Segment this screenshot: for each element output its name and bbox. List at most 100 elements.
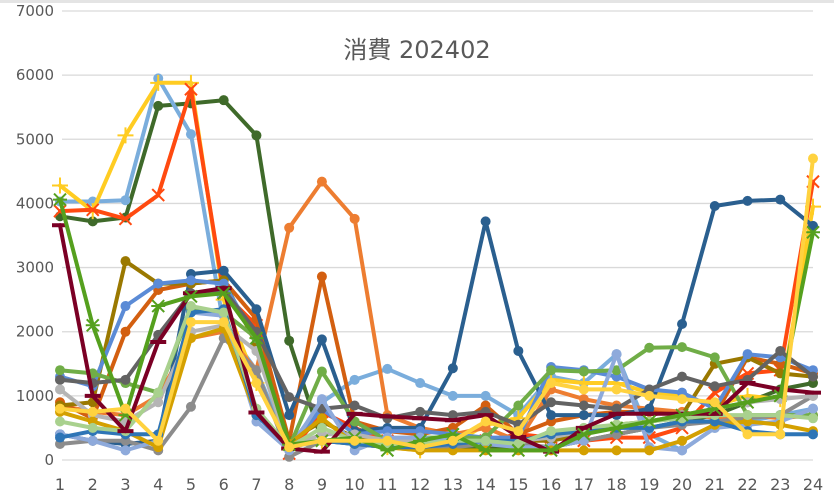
x-tick-label: 23 [770,475,790,494]
data-point [480,390,491,401]
data-point [251,304,262,315]
data-point [677,319,688,330]
x-tick-label: 18 [606,475,626,494]
data-point [87,406,98,417]
chart-title: 消費 202402 [343,36,491,64]
x-tick-label: 2 [88,475,98,494]
data-point [576,427,591,442]
data-point [120,256,131,267]
data-point [316,334,327,345]
data-point [677,342,688,353]
data-point [677,445,688,456]
data-point [55,403,65,414]
data-point [644,403,655,414]
data-point [808,220,818,231]
data-point [611,445,622,456]
data-point [578,400,589,411]
x-tick-label: 15 [508,475,528,494]
data-point [415,378,426,389]
x-tick-label: 9 [317,475,327,494]
x-tick-label: 21 [705,475,725,494]
x-tick-label: 12 [410,475,430,494]
data-point [480,435,491,446]
data-point [185,317,196,328]
y-tick-label: 3000 [16,259,54,277]
data-point [546,397,557,408]
data-point [284,442,295,453]
data-point [415,406,426,417]
data-point [611,403,622,414]
data-point [120,326,131,337]
data-point [578,435,589,446]
data-point [251,378,262,389]
x-tick-label: 8 [284,475,294,494]
data-point [546,426,557,437]
data-point [316,394,327,405]
y-axis-ticks: 0 1000 2000 3000 4000 5000 6000 7000 [16,2,54,469]
data-point [249,331,264,345]
data-point [546,378,557,389]
x-tick-label: 17 [574,475,594,494]
data-point [775,194,786,205]
data-point [742,410,753,421]
data-point [284,392,295,403]
y-tick-label: 6000 [16,66,54,84]
data-point [316,176,327,187]
data-point [185,129,196,140]
series-s-green-star [53,192,820,458]
data-point [808,403,818,414]
data-point [382,435,393,446]
data-point [218,317,229,328]
data-point [611,384,622,395]
data-point [382,363,393,374]
x-tick-label: 16 [541,475,561,494]
data-point [478,443,493,458]
data-point [118,212,133,226]
data-point [709,200,720,211]
data-point [55,365,65,376]
data-point [349,435,360,446]
x-tick-label: 5 [186,475,196,494]
data-point [284,335,295,346]
data-point [284,222,295,233]
data-point [153,387,164,398]
data-point [677,394,688,405]
data-point [55,374,65,385]
series-s-yellow-circle [55,153,818,453]
data-point [742,349,753,360]
data-point [120,195,131,206]
y-tick-label: 1000 [16,387,54,405]
data-point [55,432,65,443]
data-point [251,130,262,141]
x-tick-label: 1 [55,475,65,494]
data-point [578,410,589,421]
data-point [120,374,131,385]
data-point [578,445,589,456]
data-point [185,275,196,286]
data-point [447,390,458,401]
data-point [677,371,688,382]
x-tick-label: 14 [475,475,495,494]
data-point [609,421,624,435]
data-point [87,435,98,446]
data-point [808,429,818,440]
data-point [742,195,753,206]
data-point [806,225,820,240]
data-point [251,365,262,376]
data-point [511,443,526,458]
data-point [644,390,655,401]
y-tick-label: 0 [44,451,54,469]
data-point [316,422,327,433]
data-point [644,342,655,353]
data-point [740,395,755,409]
x-tick-label: 13 [443,475,463,494]
data-point [349,374,360,385]
data-point [578,384,589,395]
x-tick-label: 6 [219,475,229,494]
x-tick-label: 20 [672,475,692,494]
series-lines [52,73,821,462]
x-tick-label: 19 [639,475,659,494]
data-point [185,301,196,312]
data-point [151,188,165,202]
